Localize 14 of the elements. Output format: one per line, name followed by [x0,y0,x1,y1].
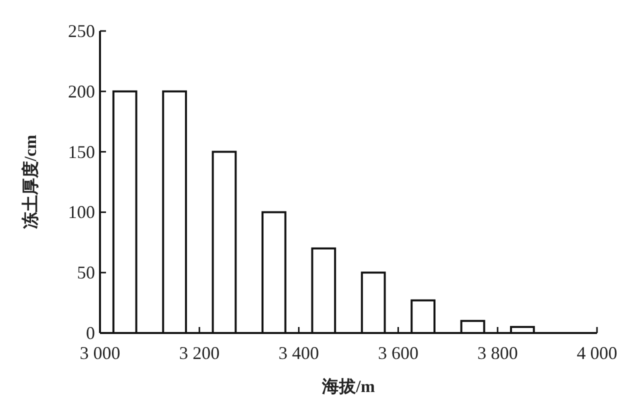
x-tick-label: 4 000 [576,343,618,363]
x-tick-label: 3 200 [179,343,220,363]
y-tick-label: 50 [77,262,95,283]
x-tick-label: 3 800 [477,343,518,363]
y-tick-label: 0 [86,323,95,343]
y-tick-label: 150 [68,142,95,162]
x-tick-label: 3 600 [378,343,418,363]
y-axis-title: 冻土厚度/cm [21,134,40,230]
y-tick-label: 200 [68,81,95,102]
x-tick-label: 3 400 [278,343,320,363]
y-tick-label: 100 [68,202,95,222]
x-tick-label: 3 000 [80,343,120,363]
y-tick-label: 250 [68,21,95,41]
x-axis-title: 海拔/m [321,377,375,396]
